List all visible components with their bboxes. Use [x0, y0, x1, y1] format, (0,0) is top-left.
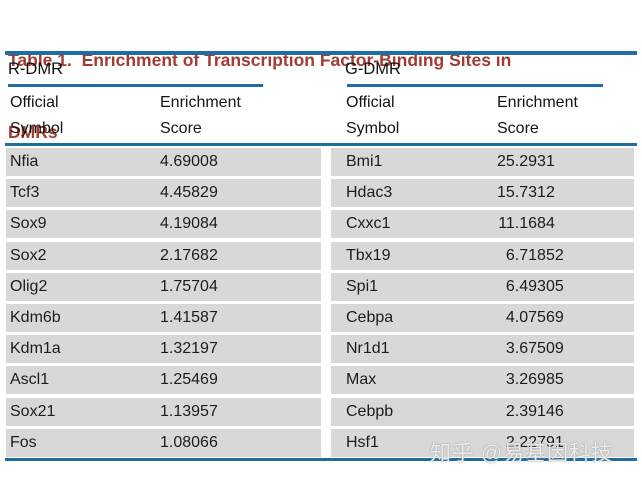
table-row: Nfia 4.69008: [6, 148, 321, 176]
enrichment-score: 2.17682: [160, 246, 218, 264]
table-row: Sox9 4.19084: [6, 210, 321, 239]
table-title-line2: DMRs: [8, 122, 58, 142]
enrichment-score: 3.67509: [505, 340, 564, 358]
gene-symbol: Spi1: [346, 277, 379, 295]
table-row: Cebpb 2.39146: [331, 397, 634, 426]
table-title: Table 1. Enrichment of Transcription Fac…: [8, 0, 511, 192]
zhihu-watermark: 知乎 @易基因科技: [430, 442, 614, 465]
gene-symbol: Nr1d1: [346, 340, 390, 358]
gene-symbol: Tcf3: [10, 184, 40, 202]
gene-symbol: Tbx19: [346, 246, 391, 264]
column-header-enrichment-score: Enrichment Score: [497, 94, 578, 137]
group-underline: [347, 84, 603, 87]
gene-symbol: Kdm1a: [10, 340, 61, 358]
gene-symbol: Hsf1: [346, 433, 379, 451]
enrichment-score: 15.7312: [497, 184, 555, 202]
enrichment-score: 1.08066: [160, 433, 218, 451]
enrichment-score: 4.69008: [160, 153, 218, 170]
enrichment-score: 1.75704: [160, 277, 218, 295]
enrichment-score: 2.22791: [505, 433, 564, 451]
header-bottom-rule: [5, 143, 637, 146]
table-row: Max 3.26985: [331, 366, 634, 395]
gene-symbol: Hdac3: [346, 184, 393, 202]
gene-symbol: Kdm6b: [10, 308, 61, 326]
enrichment-score: 1.41587: [160, 308, 218, 326]
top-rule: [5, 51, 637, 55]
gene-symbol: Cxxc1: [346, 215, 391, 233]
enrichment-score: 3.26985: [505, 371, 564, 389]
gene-symbol: Olig2: [10, 277, 48, 295]
enrichment-score: 2.39146: [505, 402, 564, 420]
gene-symbol: Sox21: [10, 402, 56, 420]
table-row: Spi1 6.49305: [331, 272, 634, 301]
table-row: Sox2 2.17682: [6, 241, 321, 270]
gene-symbol: Max: [346, 371, 377, 389]
enrichment-score: 1.32197: [160, 340, 218, 358]
table-row: Sox21 1.13957: [6, 397, 321, 426]
table-row: Cxxc1 11.1684: [331, 210, 634, 239]
column-header-official-symbol: Official Symbol: [10, 94, 64, 137]
gene-symbol: Bmi1: [346, 153, 383, 170]
bottom-rule: [5, 458, 637, 461]
table-row: Kdm1a 1.32197: [6, 335, 321, 364]
enrichment-score: 1.13957: [160, 402, 218, 420]
column-header-row: Official Symbol Enrichment Score: [6, 90, 321, 142]
column-header-enrichment-score: Enrichment Score: [160, 94, 241, 137]
table-row: Olig2 1.75704: [6, 272, 321, 301]
table-row: Hdac3 15.7312: [331, 179, 634, 208]
enrichment-score: 11.1684: [498, 215, 555, 233]
gene-symbol: Cebpa: [346, 308, 394, 326]
column-header-official-symbol: Official Symbol: [346, 94, 400, 137]
group-header-r-dmr: R-DMR: [8, 60, 63, 78]
gene-symbol: Cebpb: [346, 402, 394, 420]
table-row: Nr1d1 3.67509: [331, 335, 634, 364]
enrichment-score: 25.2931: [497, 153, 555, 170]
enrichment-score: 1.25469: [160, 371, 218, 389]
table-row: Ascl1 1.25469: [6, 366, 321, 395]
table-rows-g-dmr: Bmi1 25.2931 Hdac3 15.7312 Cxxc1 11.1684 Tbx19…: [331, 148, 634, 460]
enrichment-score: 6.49305: [505, 277, 564, 295]
group-underline: [8, 84, 263, 87]
table-row: Hsf1 2.22791: [331, 428, 634, 457]
group-header-g-dmr: G-DMR: [345, 60, 401, 78]
gene-symbol: Sox2: [10, 246, 47, 264]
table-row: Cebpa 4.07569: [331, 303, 634, 332]
enrichment-score: 4.45829: [160, 184, 218, 202]
gene-symbol: Ascl1: [10, 371, 50, 389]
table-title-line1: Table 1. Enrichment of Transcription Fac…: [8, 50, 512, 70]
table-row: Tbx19 6.71852: [331, 241, 634, 270]
table-rows-r-dmr: Nfia 4.69008 Tcf3 4.45829 Sox9 4.19084 Sox2 2.1…: [6, 148, 321, 460]
gene-symbol: Sox9: [10, 215, 47, 233]
table-row: Kdm6b 1.41587: [6, 303, 321, 332]
gene-symbol: Fos: [10, 433, 37, 451]
table-row: Fos 1.08066: [6, 428, 321, 457]
gene-symbol: Nfia: [10, 153, 39, 170]
enrichment-score: 6.71852: [505, 246, 564, 264]
table-row: Tcf3 4.45829: [6, 179, 321, 208]
column-header-row: Official Symbol Enrichment Score: [331, 90, 634, 142]
enrichment-score: 4.19084: [160, 215, 218, 233]
enrichment-score: 4.07569: [505, 308, 564, 326]
table-row: Bmi1 25.2931: [331, 148, 634, 176]
